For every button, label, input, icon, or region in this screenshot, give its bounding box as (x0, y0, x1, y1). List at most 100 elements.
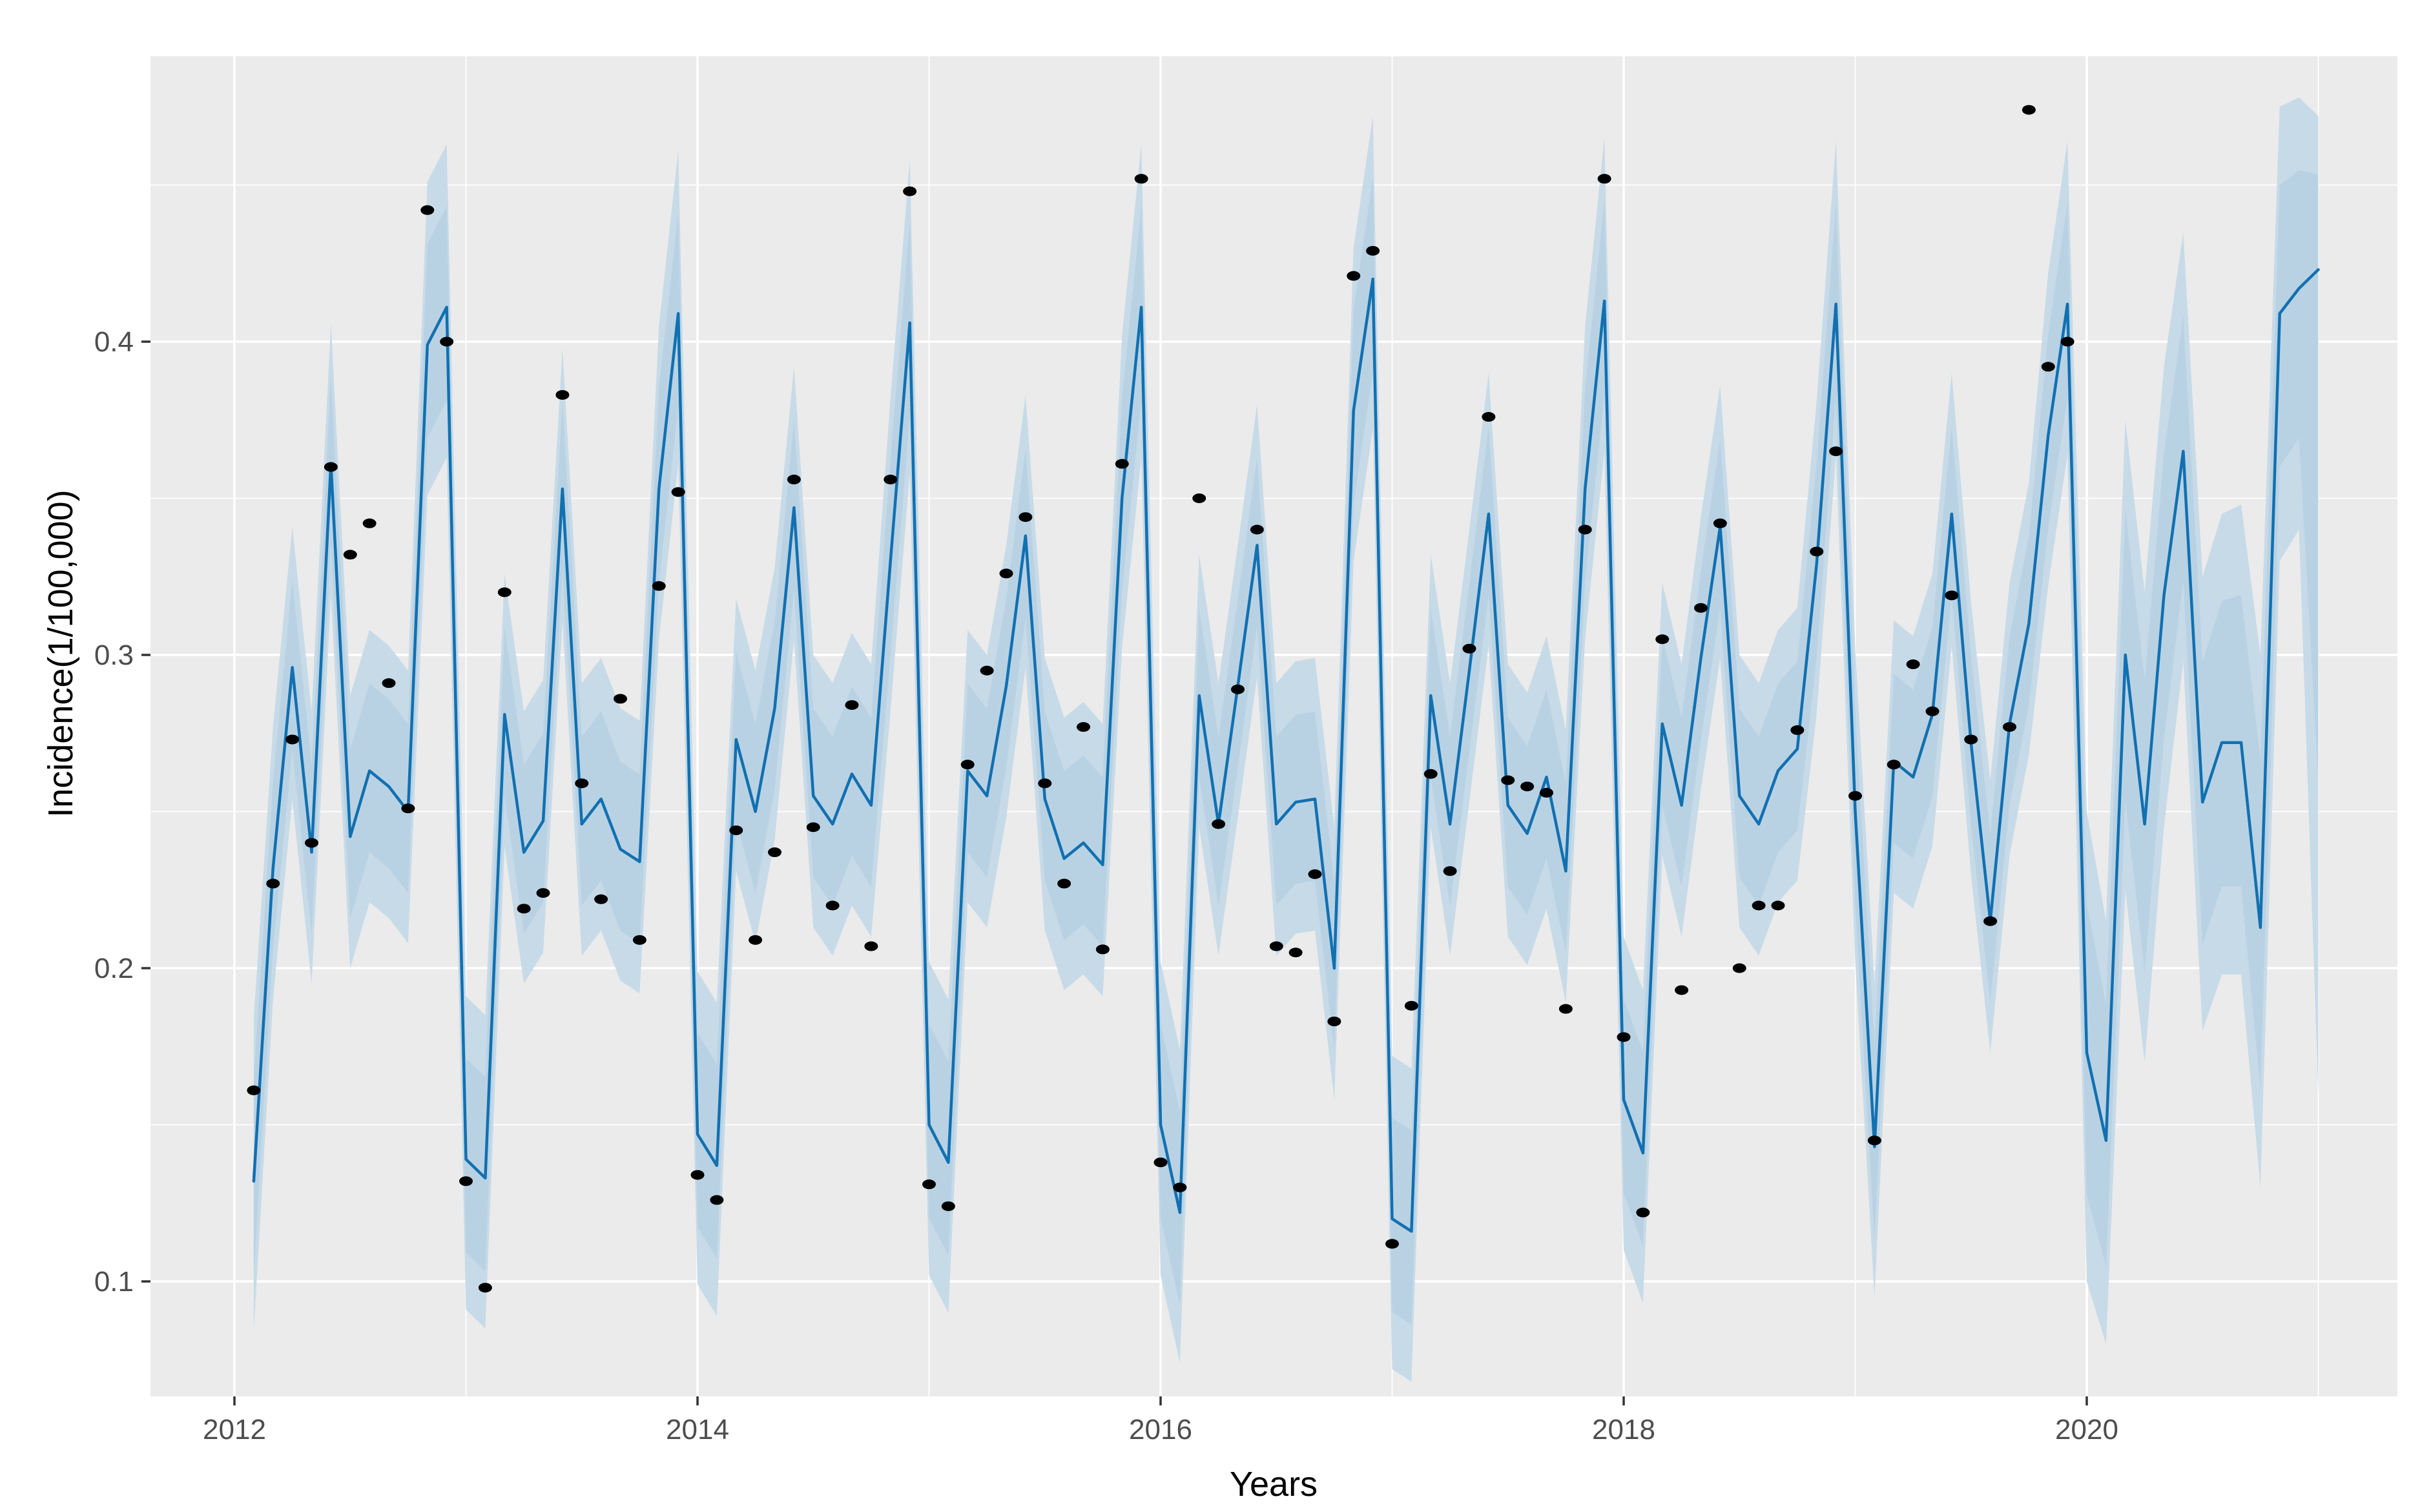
observed-point (1906, 659, 1920, 670)
observed-point (1077, 722, 1090, 732)
observed-point (1288, 948, 1303, 958)
observed-point (305, 838, 318, 848)
observed-point (1482, 411, 1496, 422)
observed-point (575, 778, 589, 789)
observed-point (960, 760, 975, 770)
observed-point (1964, 734, 1978, 745)
observed-point (1655, 634, 1670, 645)
observed-point (478, 1283, 492, 1293)
observed-point (710, 1195, 724, 1205)
observed-point (768, 847, 781, 858)
observed-point (1308, 869, 1322, 879)
y-tick-label: 0.1 (94, 1266, 134, 1298)
observed-point (343, 550, 357, 560)
observed-point (941, 1201, 955, 1212)
x-tick-label: 2018 (1592, 1414, 1655, 1445)
observed-point (1578, 524, 1592, 535)
observed-point (980, 665, 994, 676)
observed-point (1269, 941, 1283, 951)
observed-point (285, 734, 300, 745)
observed-point (671, 487, 685, 497)
observed-point (1867, 1135, 1881, 1146)
observed-point (1057, 878, 1071, 889)
observed-point (1462, 643, 1476, 654)
observed-point (614, 694, 627, 704)
observed-point (903, 186, 917, 196)
observed-point (1752, 900, 1766, 911)
observed-point (440, 337, 454, 347)
observed-point (594, 894, 608, 904)
observed-point (536, 888, 550, 898)
observed-point (884, 474, 898, 484)
observed-point (1231, 684, 1245, 694)
observed-point (1617, 1032, 1631, 1042)
y-tick-label: 0.2 (94, 953, 134, 984)
observed-point (1250, 524, 1264, 535)
observed-point (1713, 518, 1727, 528)
observed-point (2041, 362, 2055, 372)
observed-point (324, 462, 338, 472)
observed-point (420, 205, 435, 215)
observed-point (749, 935, 763, 945)
observed-point (1327, 1016, 1341, 1026)
observed-point (1095, 944, 1110, 955)
x-axis-title: Years (1230, 1465, 1318, 1504)
observed-point (1404, 1000, 1418, 1011)
observed-point (1790, 725, 1805, 735)
observed-point (1829, 446, 1843, 457)
observed-point (1173, 1183, 1187, 1192)
observed-point (652, 581, 666, 591)
observed-point (1520, 782, 1535, 792)
observed-point (1212, 819, 1226, 829)
observed-point (1115, 459, 1129, 469)
y-tick-label: 0.4 (94, 326, 134, 358)
observed-point (1597, 174, 1611, 184)
observed-point (1443, 866, 1457, 876)
x-tick-label: 2012 (203, 1414, 266, 1445)
x-tick-label: 2016 (1129, 1414, 1192, 1445)
observed-point (999, 568, 1013, 579)
observed-point (1675, 985, 1689, 995)
observed-point (845, 700, 859, 710)
observed-point (922, 1179, 936, 1190)
y-axis-title: Incidence(1/100,000) (41, 490, 80, 817)
observed-point (459, 1176, 473, 1186)
observed-point (362, 518, 377, 528)
observed-point (1732, 963, 1746, 973)
observed-point (1983, 916, 1998, 926)
observed-point (2060, 337, 2074, 347)
observed-point (382, 678, 396, 689)
observed-point (1945, 590, 1959, 601)
confidence-ribbon-inner (253, 170, 2319, 1325)
observed-point (632, 935, 647, 945)
observed-point (247, 1085, 261, 1095)
observed-point (1771, 900, 1785, 911)
observed-point (517, 904, 531, 914)
observed-point (864, 941, 878, 951)
observed-point (1019, 512, 1033, 523)
observed-point (555, 389, 570, 400)
observed-point (1501, 775, 1515, 785)
fitted-line (252, 268, 2320, 1233)
observed-point (401, 803, 415, 814)
observed-point (825, 900, 840, 911)
observed-point (1347, 271, 1361, 281)
observed-point (1385, 1239, 1399, 1249)
observed-point (1558, 1004, 1573, 1014)
observed-point (729, 825, 743, 836)
observed-point (1192, 493, 1206, 503)
observed-point (497, 587, 512, 597)
observed-point (2003, 722, 2016, 732)
observed-point (1636, 1207, 1650, 1217)
observed-point (266, 878, 280, 889)
x-tick-label: 2020 (2055, 1414, 2118, 1445)
observed-point (2022, 105, 2036, 115)
x-tick-label: 2014 (666, 1414, 729, 1445)
observed-point (1038, 778, 1052, 789)
observed-point (1423, 769, 1438, 779)
observed-point (1366, 245, 1380, 256)
observed-point (806, 822, 820, 833)
observed-point (1694, 603, 1708, 613)
